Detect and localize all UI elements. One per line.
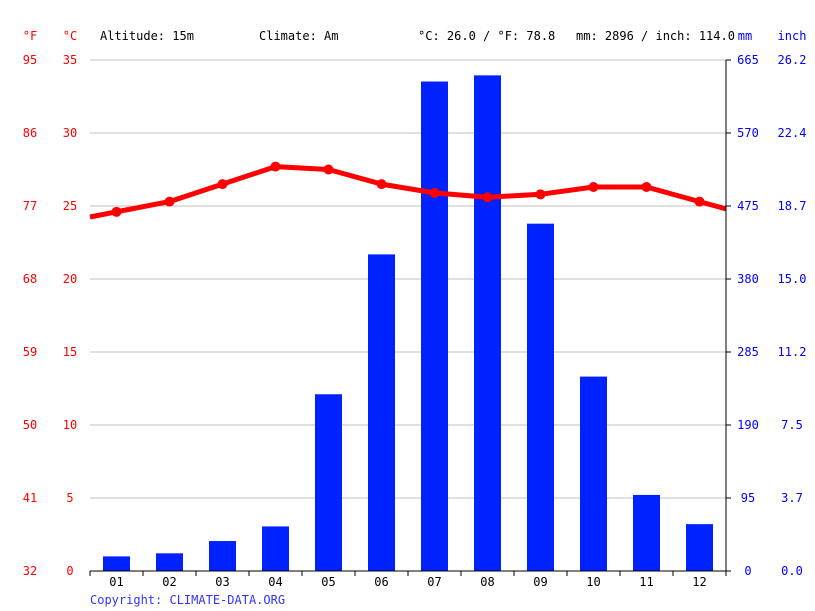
tick-label-celsius: 30	[63, 126, 77, 140]
month-label: 08	[480, 575, 494, 589]
tick-label-mm: 0	[744, 564, 751, 578]
temperature-point	[111, 206, 122, 217]
unit-fahrenheit-label: °F	[23, 29, 37, 43]
tick-label-mm: 285	[737, 345, 759, 359]
month-label: 03	[215, 575, 229, 589]
avg-temperature-label: °C: 26.0 / °F: 78.8	[418, 29, 555, 43]
unit-mm-label: mm	[738, 29, 752, 43]
tick-label-celsius: 0	[66, 564, 73, 578]
temperature-point	[376, 179, 387, 190]
precipitation-bars	[103, 75, 713, 572]
axes	[89, 59, 731, 576]
precipitation-bar	[580, 376, 607, 571]
tick-label-inch: 11.2	[778, 345, 807, 359]
avg-precipitation-label: mm: 2896 / inch: 114.0	[576, 29, 735, 43]
climate-label: Climate: Am	[259, 29, 338, 43]
temperature-point	[694, 196, 705, 207]
temperature-line	[89, 161, 727, 220]
tick-label-fahrenheit: 86	[23, 126, 37, 140]
temperature-point	[482, 192, 493, 203]
temperature-point	[641, 182, 652, 193]
tick-label-mm: 95	[741, 491, 755, 505]
precipitation-bar	[686, 524, 713, 571]
tick-label-mm: 665	[737, 53, 759, 67]
tick-label-fahrenheit: 41	[23, 491, 37, 505]
precipitation-bar	[474, 75, 501, 572]
tick-label-inch: 3.7	[781, 491, 803, 505]
tick-label-inch: 15.0	[778, 272, 807, 286]
tick-label-celsius: 15	[63, 345, 77, 359]
tick-label-fahrenheit: 32	[23, 564, 37, 578]
tick-label-inch: 22.4	[778, 126, 807, 140]
precipitation-bar	[315, 394, 342, 571]
precipitation-bar	[156, 553, 183, 571]
precipitation-bar	[262, 526, 289, 571]
tick-label-mm: 475	[737, 199, 759, 213]
temperature-point	[588, 182, 599, 193]
month-label: 05	[321, 575, 335, 589]
month-label: 11	[639, 575, 653, 589]
precipitation-bar	[103, 556, 130, 571]
temperature-point	[217, 179, 228, 190]
tick-label-fahrenheit: 59	[23, 345, 37, 359]
month-label: 07	[427, 575, 441, 589]
precipitation-bar	[421, 81, 448, 571]
copyright-text: Copyright: CLIMATE-DATA.ORG	[90, 593, 285, 607]
tick-label-celsius: 10	[63, 418, 77, 432]
month-label: 09	[533, 575, 547, 589]
precipitation-bar	[209, 541, 236, 571]
month-label: 01	[109, 575, 123, 589]
temperature-series-line	[89, 164, 727, 220]
tick-label-inch: 18.7	[778, 199, 807, 213]
altitude-label: Altitude: 15m	[100, 29, 194, 43]
month-label: 02	[162, 575, 176, 589]
tick-label-mm: 380	[737, 272, 759, 286]
temperature-point	[429, 187, 440, 198]
unit-celsius-label: °C	[63, 29, 77, 43]
tick-label-celsius: 20	[63, 272, 77, 286]
tick-label-fahrenheit: 68	[23, 272, 37, 286]
tick-label-mm: 570	[737, 126, 759, 140]
tick-label-inch: 7.5	[781, 418, 803, 432]
precipitation-bar	[527, 223, 554, 571]
precipitation-bar	[633, 494, 660, 571]
month-label: 06	[374, 575, 388, 589]
temperature-point	[323, 164, 334, 175]
temperature-point	[164, 196, 175, 207]
tick-labels: 32 0 0 0.0 41 5 95 3.7 50 10 190 7.5 59 15 285 11.2 68 20…	[23, 53, 807, 589]
tick-label-celsius: 25	[63, 199, 77, 213]
temperature-point	[535, 189, 546, 200]
temperature-point	[270, 161, 281, 172]
month-label: 10	[586, 575, 600, 589]
tick-label-celsius: 5	[66, 491, 73, 505]
tick-label-inch: 26.2	[778, 53, 807, 67]
tick-label-fahrenheit: 50	[23, 418, 37, 432]
tick-label-mm: 190	[737, 418, 759, 432]
gridlines	[90, 59, 726, 499]
tick-label-celsius: 35	[63, 53, 77, 67]
tick-label-fahrenheit: 77	[23, 199, 37, 213]
unit-inch-label: inch	[778, 29, 807, 43]
precipitation-bar	[368, 254, 395, 571]
month-label: 12	[692, 575, 706, 589]
tick-label-fahrenheit: 95	[23, 53, 37, 67]
tick-label-inch: 0.0	[781, 564, 803, 578]
month-label: 04	[268, 575, 282, 589]
